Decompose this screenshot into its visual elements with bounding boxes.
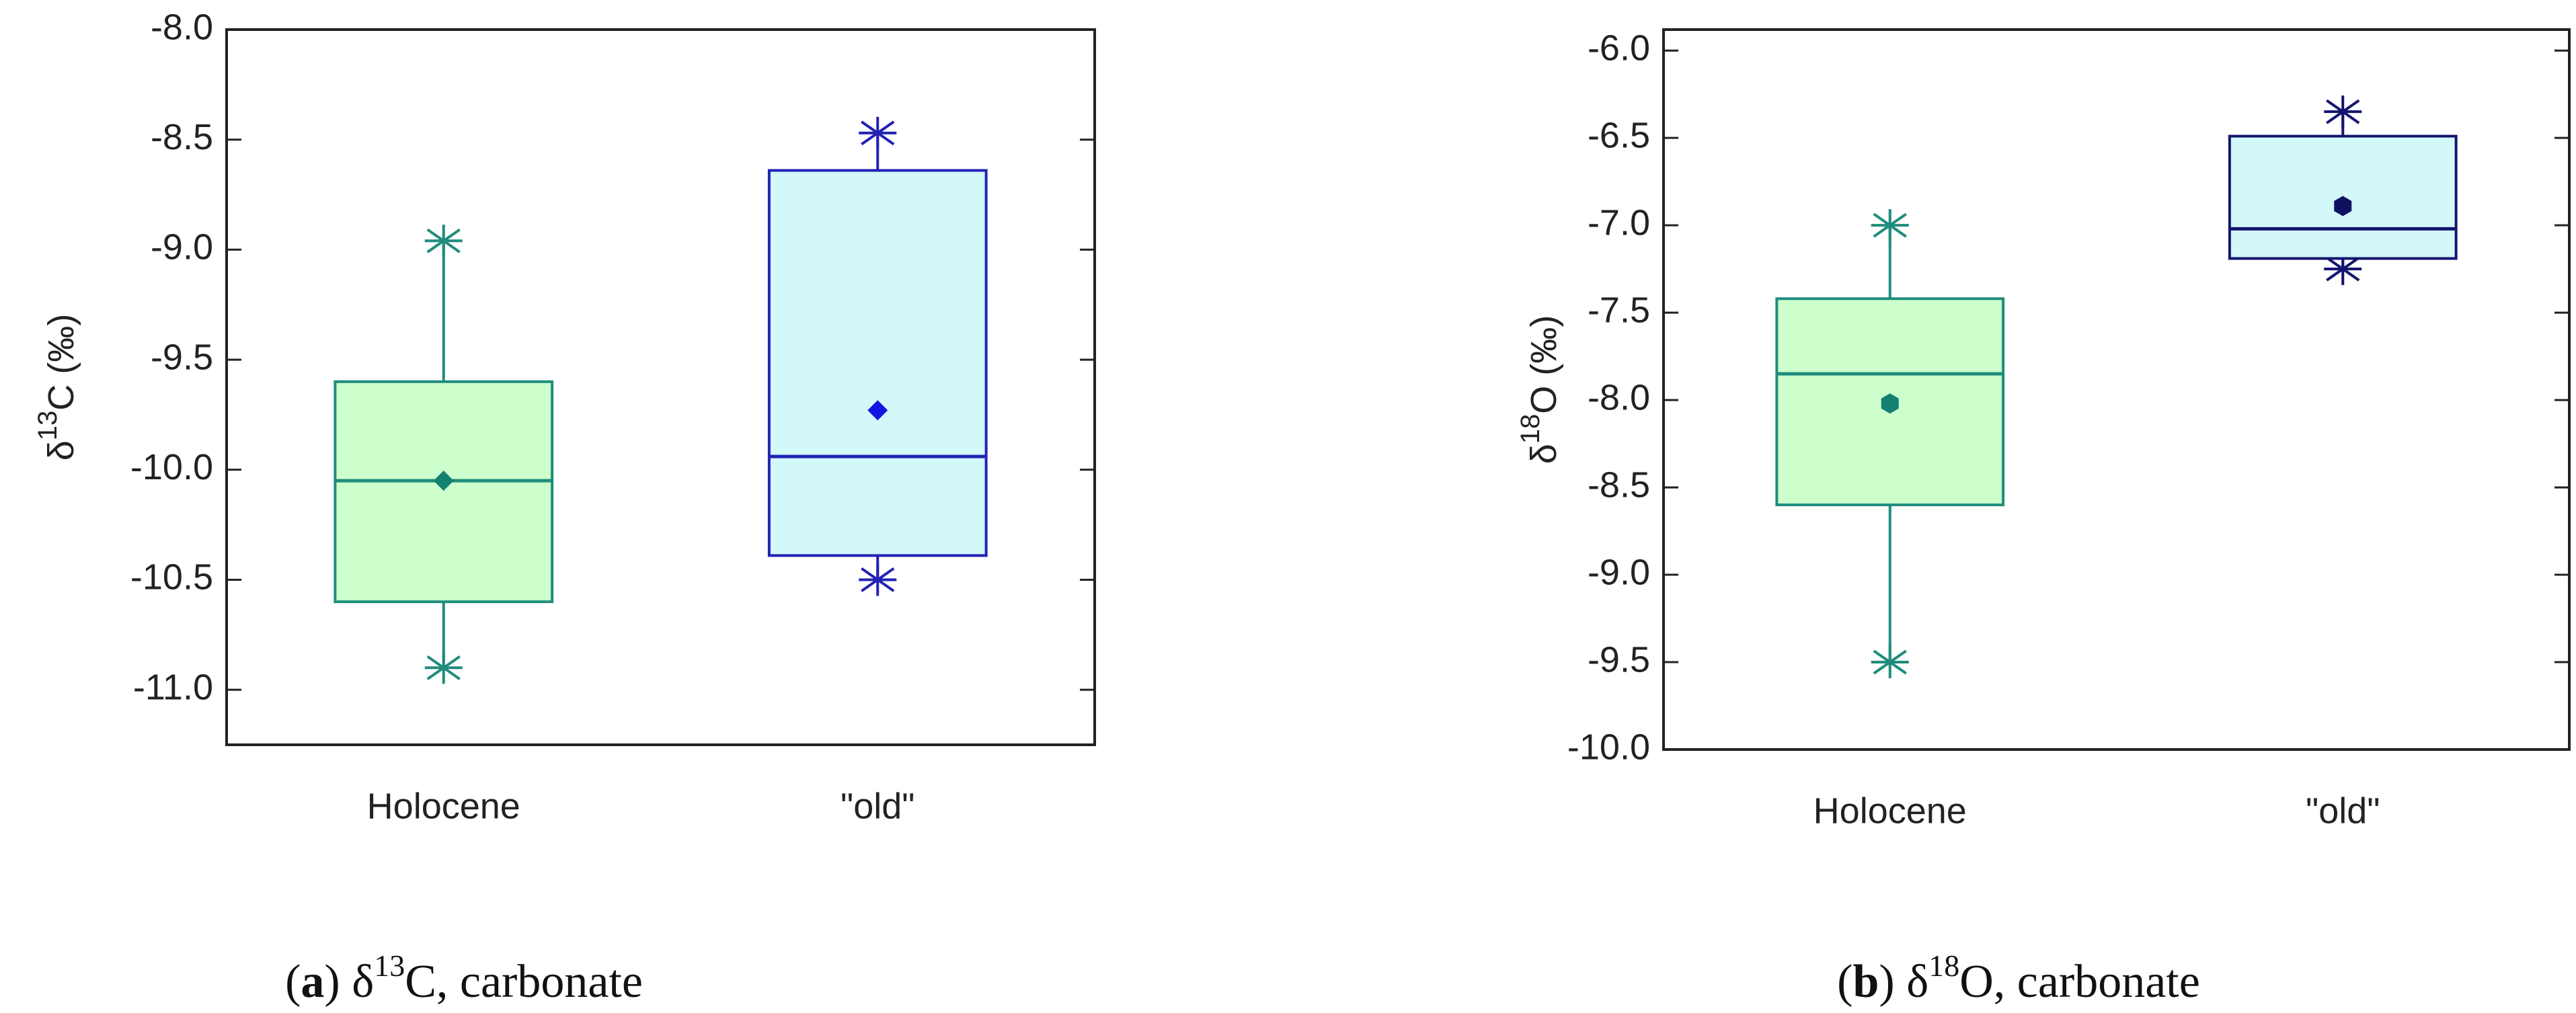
box [334, 380, 554, 604]
whisker-cap [859, 116, 897, 149]
y-label-part: C (‰) [41, 314, 81, 411]
y-tick-label: -10.0 [130, 447, 213, 487]
y-tick-label: -9.5 [151, 337, 213, 377]
caption-part: a [301, 956, 324, 1008]
mean-marker [2334, 196, 2352, 216]
caption: (a) δ13C, carbonate [285, 948, 643, 1008]
whisker-cap [424, 651, 463, 684]
whisker-cap [859, 563, 897, 596]
mean-marker [1881, 393, 1899, 414]
box [2228, 134, 2458, 260]
y-tick-label: -9.0 [151, 227, 213, 268]
whisker-cap [424, 225, 463, 257]
y-tick-label: -6.0 [1588, 28, 1650, 68]
whisker-cap [2324, 253, 2362, 286]
caption: (b) δ18O, carbonate [1837, 948, 2200, 1008]
whisker-cap [2324, 95, 2362, 128]
caption-part: 13 [374, 948, 405, 983]
y-tick-label: -7.0 [1588, 202, 1650, 243]
box-chart: -10.0-9.5-9.0-8.5-8.0-7.5-7.0-6.5-6.0δ18… [1516, 28, 2571, 1008]
caption-part: ( [285, 956, 301, 1008]
caption-part: 18 [1928, 948, 1959, 983]
y-tick-label: -8.5 [151, 117, 213, 157]
caption-part: C, carbonate [405, 956, 643, 1008]
whisker-cap [1871, 646, 1909, 679]
y-tick-label: -8.0 [151, 7, 213, 47]
y-label-part: O (‰) [1524, 315, 1564, 414]
box [767, 169, 988, 557]
y-tick-label: -11.0 [133, 667, 213, 707]
y-tick-label: -9.5 [1588, 639, 1650, 680]
y-tick-label: -10.5 [130, 557, 213, 598]
x-tick-label: "old" [841, 786, 914, 826]
y-label-part: δ [1524, 444, 1564, 464]
y-label-part: 18 [1516, 414, 1545, 444]
y-axis-label: δ13C (‰) [33, 314, 82, 461]
y-tick-label: -10.0 [1567, 727, 1650, 767]
y-label-part: 13 [33, 411, 63, 441]
y-tick-label: -8.5 [1588, 464, 1650, 505]
y-label-part: δ [41, 440, 81, 460]
y-tick-label: -6.5 [1588, 115, 1650, 155]
plot-frame [1662, 28, 2571, 751]
y-axis-label: δ18O (‰) [1516, 315, 1565, 464]
x-tick-label: "old" [2306, 791, 2380, 831]
x-tick-label: Holocene [1813, 791, 1967, 831]
y-tick-label: -7.5 [1588, 290, 1650, 330]
caption-part: O, carbonate [1959, 956, 2200, 1008]
mean-marker [433, 471, 454, 491]
caption-part: ) δ [1879, 956, 1928, 1008]
whisker-cap [1871, 209, 1909, 242]
y-tick-label: -9.0 [1588, 552, 1650, 592]
caption-part: ) δ [324, 956, 374, 1008]
mean-marker [867, 400, 888, 421]
x-tick-label: Holocene [367, 786, 520, 826]
y-tick-label: -8.0 [1588, 377, 1650, 417]
caption-part: b [1852, 956, 1879, 1008]
caption-part: ( [1837, 956, 1852, 1008]
plot-frame [225, 28, 1096, 746]
